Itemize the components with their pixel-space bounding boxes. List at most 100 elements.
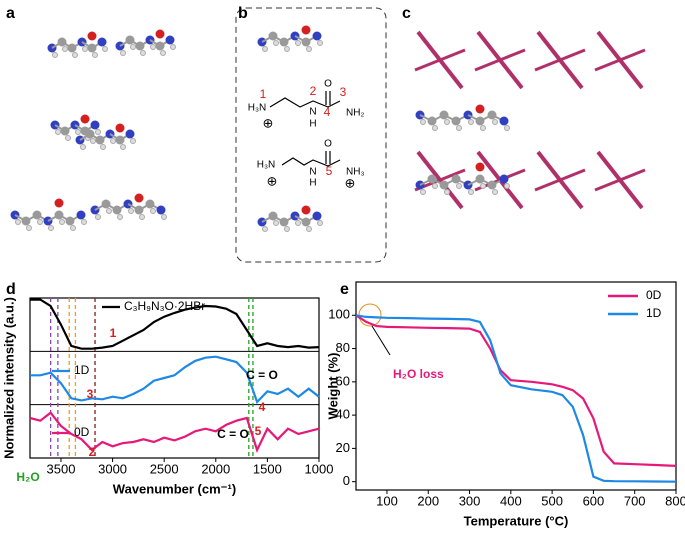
bond-chain xyxy=(281,157,341,167)
atom-number: 5 xyxy=(326,164,333,178)
h-atom xyxy=(62,46,68,52)
h-atom xyxy=(480,183,486,189)
x-tick-label: 600 xyxy=(583,493,605,508)
series-line xyxy=(355,314,677,467)
h-atom xyxy=(52,52,58,58)
x-tick-label: 3000 xyxy=(98,461,127,476)
o-atom xyxy=(54,198,64,208)
y-tick-label: 40 xyxy=(336,407,350,422)
h-atom xyxy=(262,46,268,52)
x-tick-label: 200 xyxy=(417,493,439,508)
annotation: H₂O loss xyxy=(393,367,444,381)
h-atom xyxy=(161,214,167,220)
h-atom xyxy=(75,129,81,135)
arrow xyxy=(371,325,391,356)
h-atom xyxy=(15,219,21,225)
annotation: 1 xyxy=(110,326,117,340)
h-atom xyxy=(160,50,166,56)
atom xyxy=(499,174,509,184)
h-atom xyxy=(504,183,510,189)
h-atom xyxy=(150,208,156,214)
h-atom xyxy=(284,46,290,52)
x-tick-label: 700 xyxy=(624,493,646,508)
h-atom xyxy=(444,189,450,195)
y-tick-label: 80 xyxy=(336,340,350,355)
h-atom xyxy=(468,189,474,195)
h-atom xyxy=(420,189,426,195)
atom-label: NH₃ xyxy=(346,167,365,178)
h-atom xyxy=(262,226,268,232)
h-atom xyxy=(55,129,61,135)
x-tick-label: 1500 xyxy=(253,461,282,476)
atom xyxy=(156,205,166,215)
x-tick-label: 400 xyxy=(500,493,522,508)
h-atom xyxy=(59,219,65,225)
h-atom xyxy=(106,208,112,214)
x-tick-label: 2000 xyxy=(201,461,230,476)
x-tick-label: 1000 xyxy=(305,461,334,476)
panel-label: b xyxy=(238,5,248,22)
series-line xyxy=(355,314,677,483)
h-atom xyxy=(480,125,486,131)
annotation: H₂O xyxy=(16,470,39,484)
octahedron xyxy=(594,48,646,72)
h-atom xyxy=(317,40,323,46)
atom-label: H xyxy=(309,178,316,189)
y-axis-label: Normalized intensity (a.u.) xyxy=(1,297,16,459)
ir-frame xyxy=(29,297,320,459)
x-tick-label: 500 xyxy=(541,493,563,508)
atom-label: H xyxy=(309,119,316,130)
h-atom xyxy=(81,219,87,225)
charge: ⊕ xyxy=(345,175,356,190)
o-atom xyxy=(301,205,311,215)
x-tick-label: 100 xyxy=(376,493,398,508)
panel-label: d xyxy=(6,281,16,298)
h-atom xyxy=(120,144,126,150)
atom-label: H₃N xyxy=(248,103,267,114)
h-atom xyxy=(306,46,312,52)
h-atom xyxy=(117,214,123,220)
atom-number: 3 xyxy=(340,85,347,99)
h-atom xyxy=(139,214,145,220)
atom-label: H₃N xyxy=(257,160,276,171)
atom-label: N xyxy=(309,107,316,118)
h-atom xyxy=(295,220,301,226)
x-axis-label: Temperature (°C) xyxy=(464,513,569,528)
series-line xyxy=(30,355,320,405)
annotation: 3 xyxy=(87,387,94,401)
h-atom xyxy=(504,125,510,131)
h-atom xyxy=(456,183,462,189)
octahedron xyxy=(534,168,586,192)
x-tick-label: 300 xyxy=(459,493,481,508)
h-atom xyxy=(468,119,474,125)
h-atom xyxy=(82,46,88,52)
charge: ⊕ xyxy=(263,115,274,130)
atom xyxy=(97,37,107,47)
axes xyxy=(29,281,677,491)
y-tick-label: 100 xyxy=(328,307,350,322)
annotation: 5 xyxy=(255,424,262,438)
bond-chain xyxy=(269,97,341,108)
series-line xyxy=(29,411,320,453)
h-atom xyxy=(284,226,290,232)
h-atom xyxy=(150,44,156,50)
h-atom xyxy=(444,119,450,125)
h-atom xyxy=(92,52,98,58)
legend-label: 0D xyxy=(74,425,90,439)
series-line xyxy=(30,298,320,350)
h-atom xyxy=(100,144,106,150)
legend-label: 1D xyxy=(74,363,90,377)
o-atom xyxy=(475,104,485,114)
structure-bonds xyxy=(269,91,341,167)
panel-label: c xyxy=(402,5,411,22)
octahedron xyxy=(534,48,586,72)
octahedron xyxy=(414,48,466,72)
h-atom xyxy=(273,40,279,46)
legend-label: 0D xyxy=(646,288,662,302)
h-atom xyxy=(72,52,78,58)
h-atom xyxy=(432,183,438,189)
atom-label: NH₂ xyxy=(346,108,364,119)
x-tick-label: 2500 xyxy=(150,461,179,476)
h-atom xyxy=(120,50,126,56)
h-atom xyxy=(432,125,438,131)
